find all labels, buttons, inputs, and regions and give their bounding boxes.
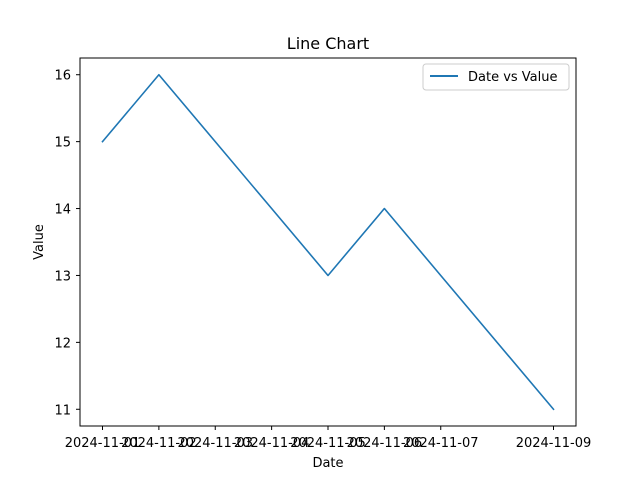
x-tick-label: 2024-11-07 xyxy=(403,436,479,451)
x-axis-label: Date xyxy=(312,456,343,471)
y-axis-label: Value xyxy=(32,224,47,260)
y-tick-label: 13 xyxy=(54,269,71,284)
legend: Date vs Value xyxy=(423,64,569,90)
y-tick-label: 14 xyxy=(54,203,71,218)
legend-label: Date vs Value xyxy=(468,70,558,85)
x-tick-label: 2024-11-09 xyxy=(516,436,592,451)
chart-title: Line Chart xyxy=(287,34,369,53)
y-tick-label: 16 xyxy=(54,69,71,84)
y-tick-label: 11 xyxy=(54,403,71,418)
y-tick-label: 15 xyxy=(54,136,71,151)
y-tick-label: 12 xyxy=(54,336,71,351)
